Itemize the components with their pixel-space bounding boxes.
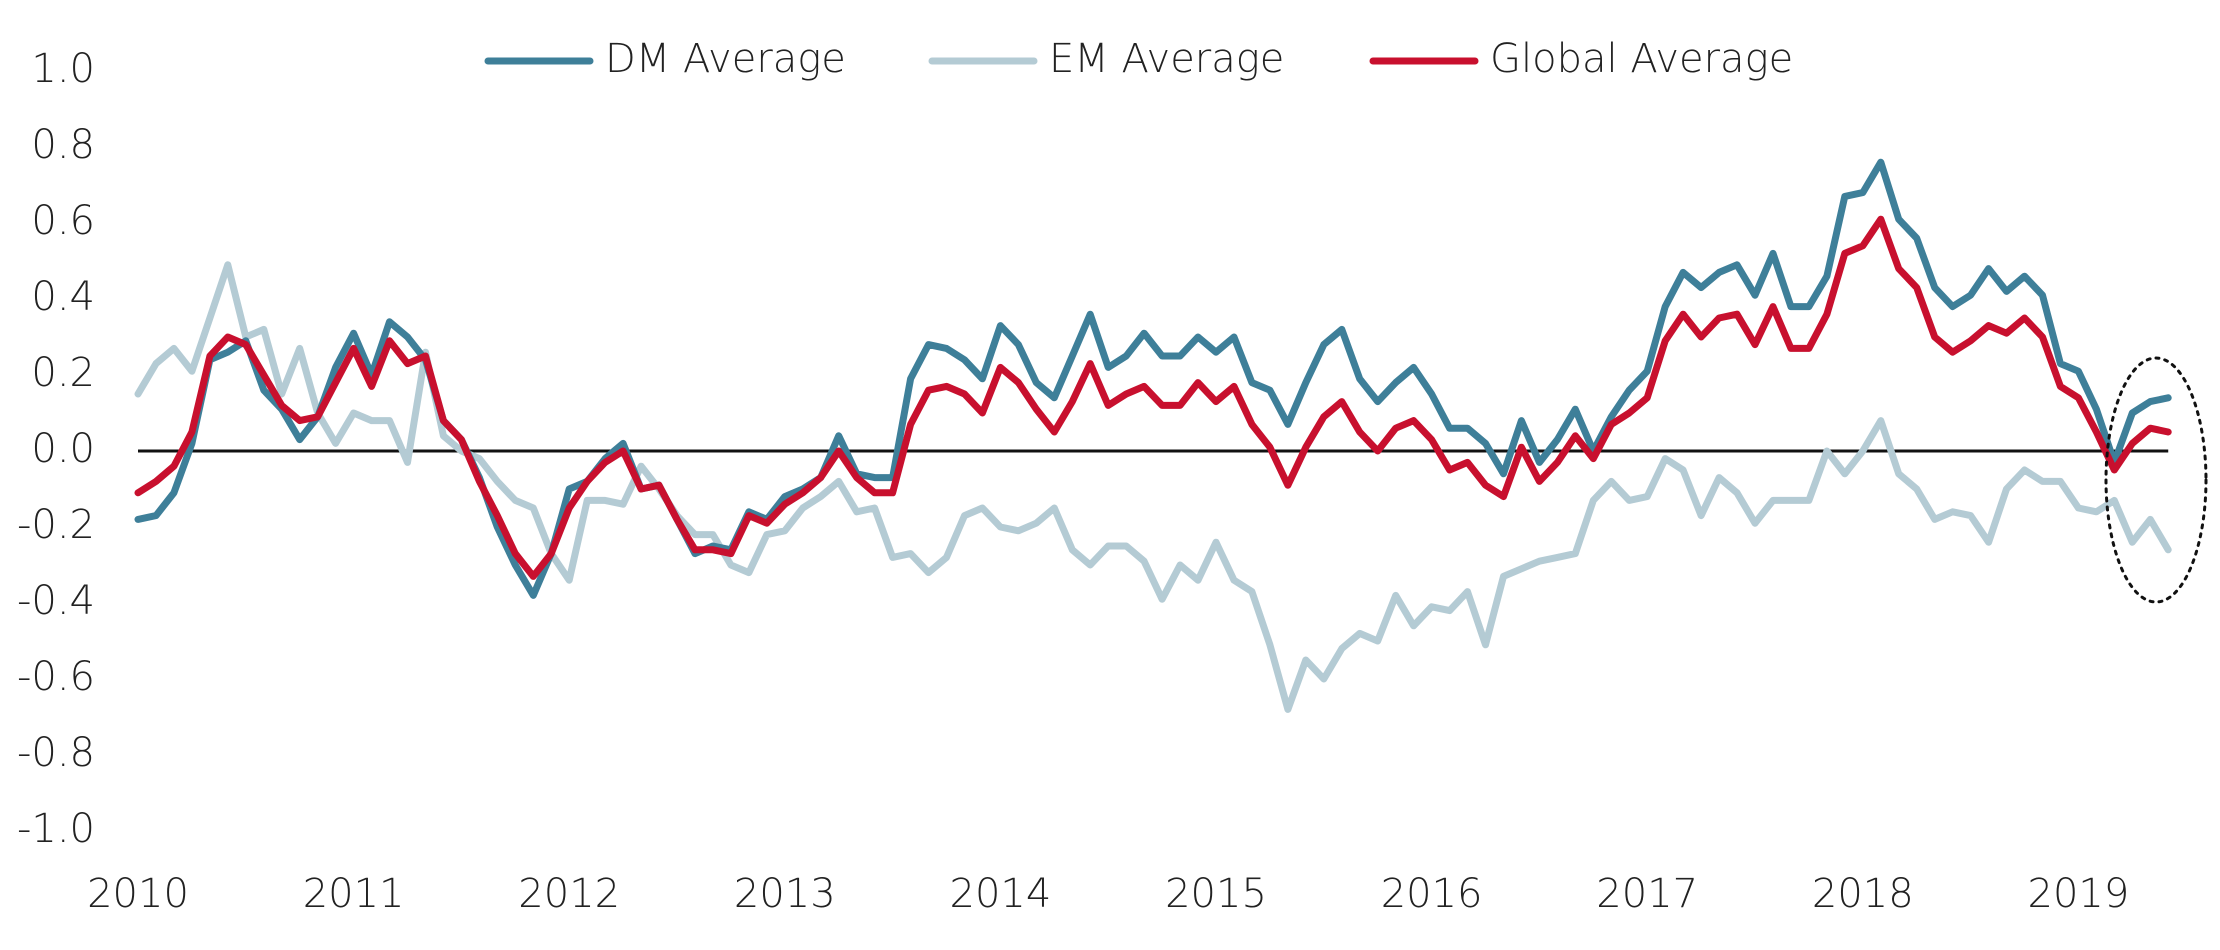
y-tick-label: 0.8 — [31, 122, 95, 168]
legend-label: Global Average — [1490, 36, 1793, 82]
y-tick-label: -0.6 — [17, 654, 95, 700]
x-tick-label: 2012 — [518, 871, 620, 917]
x-tick-label: 2014 — [950, 871, 1052, 917]
legend-label: EM Average — [1049, 36, 1284, 82]
y-tick-label: -0.4 — [17, 578, 95, 624]
x-tick-label: 2013 — [734, 871, 836, 917]
x-tick-label: 2015 — [1165, 871, 1267, 917]
y-tick-label: -0.8 — [17, 730, 95, 776]
x-tick-label: 2019 — [2028, 871, 2130, 917]
x-tick-label: 2016 — [1381, 871, 1483, 917]
series-line — [134, 261, 2172, 713]
x-tick-label: 2010 — [87, 871, 189, 917]
x-tick-label: 2018 — [1812, 871, 1914, 917]
series-line — [134, 215, 2172, 580]
y-tick-label: 0.6 — [31, 198, 95, 244]
y-tick-label: -1.0 — [17, 806, 95, 852]
highlight-ellipse — [2104, 356, 2208, 604]
series-line — [134, 158, 2172, 599]
y-tick-label: 0.0 — [31, 426, 95, 472]
x-tick-label: 2017 — [1596, 871, 1698, 917]
y-tick-label: 0.2 — [31, 350, 95, 396]
y-tick-label: 1.0 — [31, 46, 95, 92]
legend-label: DM Average — [605, 36, 846, 82]
plot: 1.0 0.8 0.6 0.4 0.2 0.0 -0.2 -0.4 -0.6 -0.8 -1.0 20… — [17, 36, 2172, 917]
x-tick-label: 2011 — [303, 871, 405, 917]
y-tick-label: -0.2 — [17, 502, 95, 548]
y-tick-label: 0.4 — [31, 274, 95, 320]
